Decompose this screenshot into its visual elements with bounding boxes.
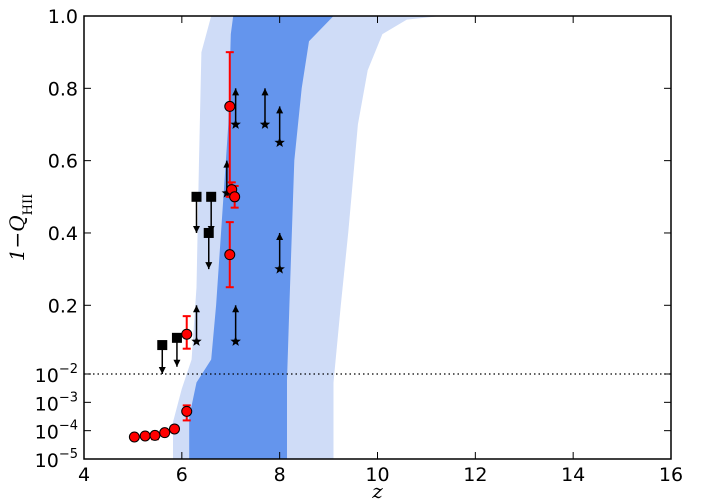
data-point-circle	[169, 424, 179, 434]
y-log-tick-base: 10	[35, 393, 59, 415]
y-log-tick-label: 10−2	[35, 362, 78, 387]
y-log-tick-exponent: −5	[59, 447, 78, 462]
upper-limit-square-marker	[157, 340, 167, 350]
x-axis-label: z	[371, 479, 383, 502]
y-axis-label: 1−QHII	[5, 194, 36, 262]
upper-limit-arrow-head	[173, 360, 180, 367]
upper-limit-square-marker	[204, 228, 214, 238]
y-log-tick-base: 10	[35, 450, 59, 472]
x-tick-label: 4	[78, 464, 90, 486]
x-tick-label: 14	[561, 464, 585, 486]
y-tick-label: 0.6	[48, 151, 78, 173]
upper-limit-square-marker	[206, 192, 216, 202]
data-point-circle	[160, 428, 170, 438]
plot-frame	[84, 16, 671, 459]
x-tick-label: 8	[274, 464, 286, 486]
y-log-tick-label: 10−3	[35, 390, 78, 415]
y-tick-label: 0.8	[48, 78, 78, 100]
x-tick-label: 6	[176, 464, 188, 486]
y-log-tick-base: 10	[35, 365, 59, 387]
y-log-tick-exponent: −4	[59, 419, 78, 434]
y-axis-label-main: 1−Q	[5, 215, 29, 261]
y-log-tick-label: 10−4	[35, 419, 78, 444]
x-tick-label: 16	[659, 464, 683, 486]
y-log-tick-exponent: −2	[59, 362, 78, 377]
y-log-tick-exponent: −3	[59, 390, 78, 405]
data-point-circle	[182, 329, 192, 339]
upper-limit-arrow-head	[159, 367, 166, 374]
data-point-circle	[129, 432, 139, 442]
y-tick-label: 1.0	[48, 6, 78, 28]
y-axis-label-subscript: HII	[21, 194, 36, 216]
data-point-circle	[225, 250, 235, 260]
data-point-circle	[150, 430, 160, 440]
upper-limit-square-marker	[172, 333, 182, 343]
y-log-tick-label: 10−5	[35, 447, 78, 472]
y-tick-label: 0.4	[48, 223, 78, 245]
data-point-circle	[140, 431, 150, 441]
y-tick-label: 0.2	[48, 295, 78, 317]
upper-limit-square-marker	[192, 192, 202, 202]
y-log-tick-base: 10	[35, 422, 59, 444]
data-point-circle	[230, 192, 240, 202]
data-point-circle	[182, 406, 192, 416]
x-tick-label: 12	[463, 464, 487, 486]
data-point-circle	[225, 101, 235, 111]
